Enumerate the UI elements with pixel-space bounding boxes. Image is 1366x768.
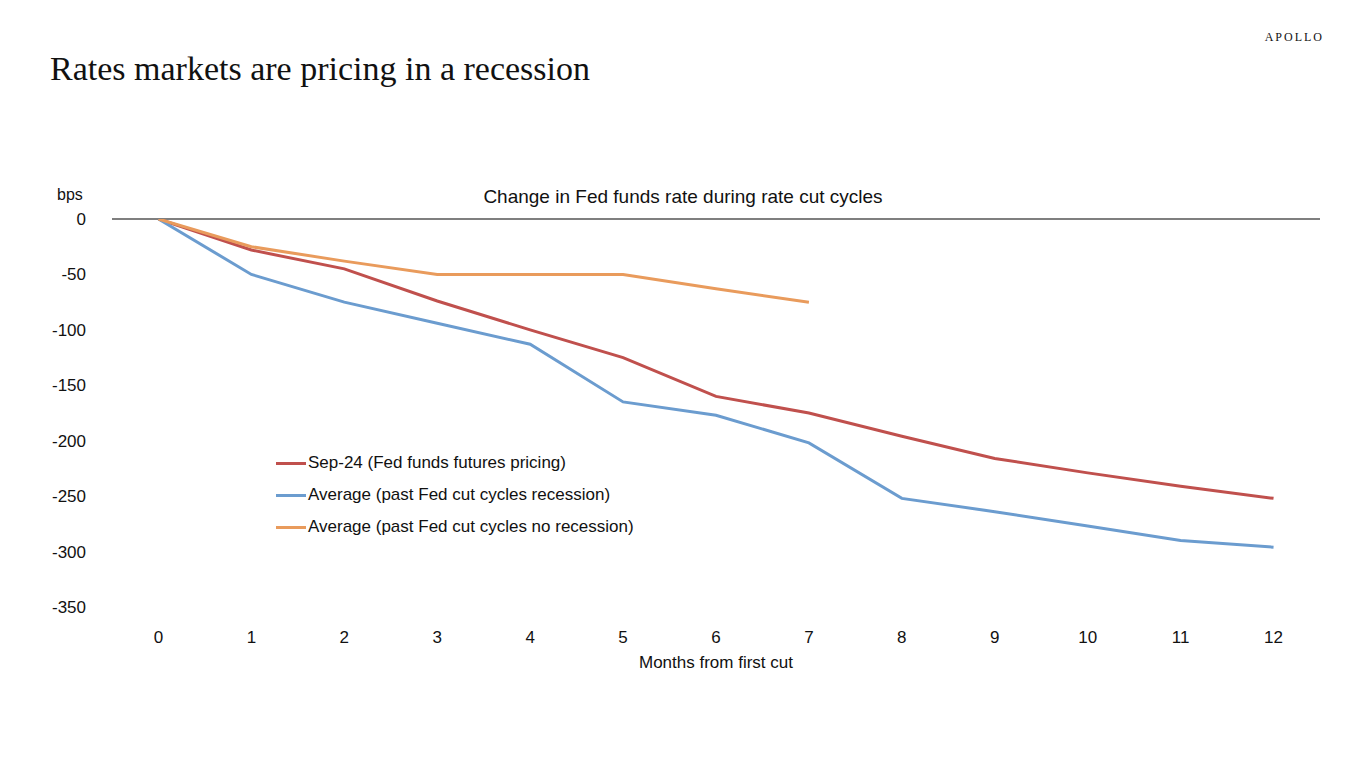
svg-text:2: 2	[340, 628, 349, 647]
html-text:Average (past Fed cut cycles n: Average (past Fed cut cycles no recessio…	[308, 517, 634, 536]
html-text:Months from first cut: Months from first cut	[639, 653, 793, 672]
html-text:Rates markets are pricing in a: Rates markets are pricing in a recession	[50, 50, 590, 87]
svg-text:9: 9	[990, 628, 999, 647]
svg-text:5: 5	[618, 628, 627, 647]
svg-text:4: 4	[525, 628, 534, 647]
svg-text:-200: -200	[52, 432, 86, 451]
html-text:Change in Fed funds rate durin: Change in Fed funds rate during rate cut…	[483, 186, 883, 207]
svg-text:0: 0	[77, 210, 86, 229]
html-text:Average (past Fed cut cycles r: Average (past Fed cut cycles recession)	[308, 485, 610, 504]
svg-text:8: 8	[897, 628, 906, 647]
svg-text:6: 6	[711, 628, 720, 647]
svg-text:-300: -300	[52, 543, 86, 562]
svg-text:-50: -50	[61, 265, 86, 284]
svg-text:1: 1	[247, 628, 256, 647]
svg-text:0: 0	[154, 628, 163, 647]
svg-text:-350: -350	[52, 598, 86, 617]
html-text:bps: bps	[57, 186, 83, 203]
svg-text:3: 3	[432, 628, 441, 647]
svg-text:11: 11	[1172, 628, 1190, 647]
svg-text:12: 12	[1264, 628, 1283, 647]
svg-text:-150: -150	[52, 376, 86, 395]
svg-text:-250: -250	[52, 487, 86, 506]
svg-text:10: 10	[1078, 628, 1097, 647]
svg-text:-100: -100	[52, 321, 86, 340]
svg-text:7: 7	[804, 628, 813, 647]
html-text:Sep-24 (Fed funds futures pric: Sep-24 (Fed funds futures pricing)	[308, 453, 566, 472]
html-text:APOLLO: APOLLO	[1264, 30, 1324, 44]
